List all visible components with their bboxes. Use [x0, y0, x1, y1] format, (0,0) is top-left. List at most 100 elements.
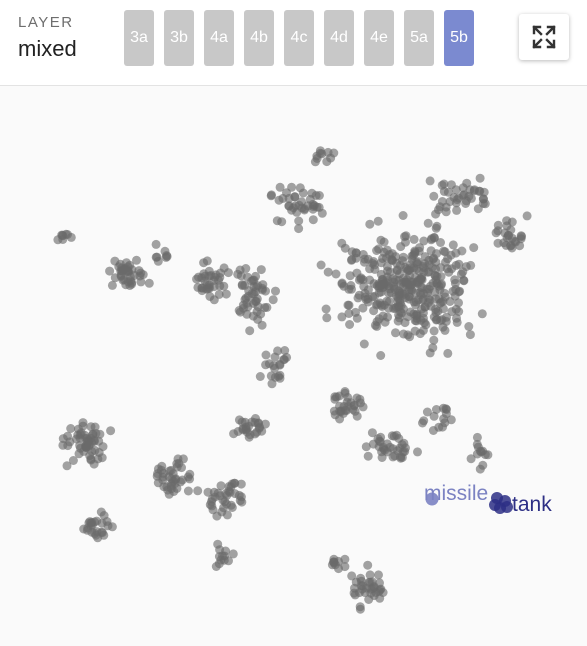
embedding-point[interactable] — [355, 602, 365, 612]
embedding-point[interactable] — [374, 244, 384, 254]
embedding-point[interactable] — [475, 173, 485, 183]
embedding-point[interactable] — [438, 403, 448, 413]
embedding-point[interactable] — [78, 421, 88, 431]
embedding-point[interactable] — [392, 266, 402, 276]
embedding-point[interactable] — [244, 432, 254, 442]
embedding-point[interactable] — [98, 442, 108, 452]
embedding-point[interactable] — [393, 316, 403, 326]
embedding-point[interactable] — [437, 315, 447, 325]
embedding-point[interactable] — [340, 388, 350, 398]
embedding-point[interactable] — [322, 313, 332, 323]
embedding-point[interactable] — [439, 246, 449, 256]
embedding-point[interactable] — [261, 350, 271, 360]
embedding-point[interactable] — [268, 295, 278, 305]
embedding-point[interactable] — [378, 588, 388, 597]
embedding-point[interactable] — [351, 248, 361, 258]
embedding-point[interactable] — [374, 283, 384, 293]
embedding-point[interactable] — [68, 456, 78, 465]
embedding-point[interactable] — [373, 216, 383, 226]
embedding-point[interactable] — [253, 302, 263, 312]
embedding-point[interactable] — [194, 272, 203, 282]
embedding-point[interactable] — [420, 252, 430, 262]
layer-button-3a[interactable]: 3a — [124, 10, 154, 66]
embedding-point[interactable] — [428, 343, 438, 353]
embedding-point[interactable] — [205, 292, 215, 301]
embedding-point[interactable] — [152, 252, 162, 262]
embedding-point[interactable] — [90, 528, 100, 538]
embedding-point[interactable] — [423, 298, 433, 308]
embedding-point[interactable] — [340, 554, 350, 564]
embedding-point[interactable] — [310, 157, 320, 167]
embedding-point[interactable] — [431, 405, 441, 414]
embedding-point[interactable] — [340, 405, 350, 415]
embedding-point[interactable] — [162, 251, 172, 260]
embedding-point[interactable] — [363, 451, 373, 461]
embedding-point[interactable] — [424, 267, 434, 277]
embedding-point[interactable] — [289, 203, 298, 213]
embedding-point[interactable] — [343, 300, 353, 310]
embedding-point[interactable] — [516, 231, 526, 241]
embedding-point[interactable] — [398, 252, 408, 262]
embedding-point[interactable] — [370, 260, 379, 270]
embedding-point[interactable] — [353, 293, 363, 303]
embedding-point[interactable] — [211, 562, 221, 571]
embedding-point[interactable] — [457, 246, 467, 256]
embedding-point[interactable] — [202, 256, 212, 266]
embedding-point[interactable] — [356, 273, 366, 283]
embedding-point[interactable] — [491, 228, 501, 238]
embedding-point[interactable] — [427, 234, 437, 244]
embedding-point[interactable] — [110, 273, 120, 283]
layer-button-4e[interactable]: 4e — [364, 10, 394, 66]
embedding-point[interactable] — [365, 275, 375, 285]
embedding-point[interactable] — [241, 264, 251, 273]
embedding-point[interactable] — [257, 320, 267, 330]
embedding-point[interactable] — [466, 193, 476, 203]
embedding-point[interactable] — [398, 211, 408, 220]
embedding-point[interactable] — [416, 274, 426, 284]
embedding-point[interactable] — [510, 236, 520, 246]
embedding-point[interactable] — [107, 280, 117, 290]
embedding-point[interactable] — [138, 270, 148, 280]
embedding-point[interactable] — [130, 271, 139, 280]
embedding-point[interactable] — [458, 191, 468, 200]
embedding-point[interactable] — [412, 258, 422, 267]
embedding-point[interactable] — [105, 266, 115, 276]
embedding-point[interactable] — [294, 216, 304, 226]
embedding-point[interactable] — [331, 269, 341, 279]
embedding-point[interactable] — [253, 281, 263, 291]
embedding-point[interactable] — [360, 254, 370, 264]
embedding-point[interactable] — [114, 262, 124, 272]
embedding-point[interactable] — [275, 182, 285, 192]
embedding-point[interactable] — [382, 245, 392, 255]
embedding-point[interactable] — [323, 267, 333, 277]
embedding-point[interactable] — [214, 289, 224, 299]
embedding-point[interactable] — [166, 481, 176, 491]
embedding-point[interactable] — [62, 461, 72, 471]
embedding-point[interactable] — [391, 328, 400, 338]
embedding-point[interactable] — [425, 176, 435, 186]
embedding-point[interactable] — [82, 436, 92, 446]
embedding-point[interactable] — [390, 284, 400, 294]
embedding-point[interactable] — [451, 185, 461, 195]
embedding-point[interactable] — [136, 277, 146, 287]
embedding-point[interactable] — [347, 284, 356, 294]
embedding-point[interactable] — [240, 295, 250, 305]
embedding-point[interactable] — [329, 558, 339, 568]
embedding-point[interactable] — [168, 469, 178, 479]
embedding-point[interactable] — [237, 281, 247, 291]
embedding-point[interactable] — [215, 281, 225, 291]
layer-button-4a[interactable]: 4a — [204, 10, 234, 66]
embedding-point[interactable] — [522, 211, 532, 221]
embedding-point[interactable] — [434, 422, 444, 432]
embedding-point[interactable] — [203, 284, 212, 294]
embedding-point[interactable] — [415, 288, 425, 298]
embedding-point[interactable] — [216, 481, 226, 491]
embedding-point[interactable] — [204, 271, 214, 281]
embedding-point[interactable] — [398, 288, 408, 298]
embedding-point[interactable] — [345, 271, 355, 281]
embedding-point[interactable] — [97, 453, 107, 463]
embedding-point[interactable] — [434, 205, 443, 215]
embedding-point[interactable] — [247, 417, 257, 427]
embedding-point[interactable] — [271, 286, 280, 296]
embedding-point[interactable] — [132, 255, 141, 265]
